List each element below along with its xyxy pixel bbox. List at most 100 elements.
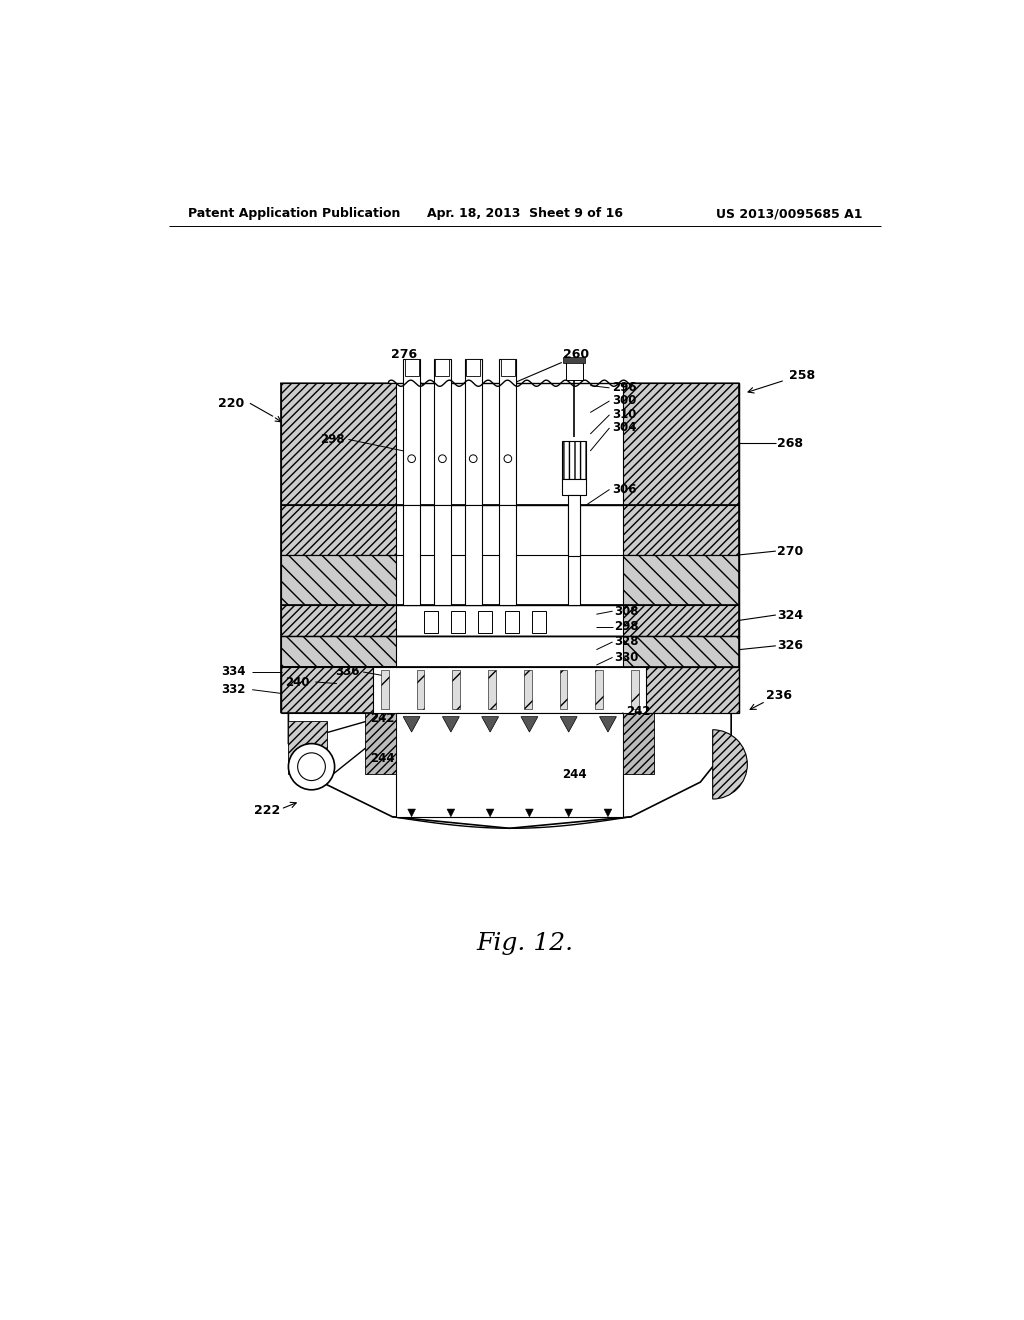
Polygon shape xyxy=(481,717,499,733)
Polygon shape xyxy=(521,717,538,733)
Text: Apr. 18, 2013  Sheet 9 of 16: Apr. 18, 2013 Sheet 9 of 16 xyxy=(427,207,623,220)
Bar xyxy=(624,506,739,554)
Text: 268: 268 xyxy=(777,437,804,450)
Text: 260: 260 xyxy=(562,348,589,362)
Polygon shape xyxy=(604,809,611,817)
Text: Patent Application Publication: Patent Application Publication xyxy=(188,207,400,220)
Text: 220: 220 xyxy=(218,397,245,409)
Polygon shape xyxy=(289,713,731,829)
Bar xyxy=(434,506,451,605)
Bar xyxy=(505,611,518,632)
Bar xyxy=(373,667,646,713)
Polygon shape xyxy=(624,667,739,713)
Text: 298: 298 xyxy=(614,620,639,634)
Bar xyxy=(396,713,624,817)
Text: 242: 242 xyxy=(626,705,650,718)
Bar xyxy=(451,611,465,632)
Polygon shape xyxy=(281,667,396,713)
Wedge shape xyxy=(713,730,748,799)
Bar xyxy=(624,713,654,775)
Bar xyxy=(403,506,420,605)
Bar xyxy=(488,671,496,709)
Bar xyxy=(453,671,460,709)
Bar xyxy=(562,441,587,479)
Bar xyxy=(563,358,585,363)
Bar xyxy=(624,554,739,605)
Bar xyxy=(531,611,546,632)
Bar xyxy=(568,495,581,557)
Text: 236: 236 xyxy=(766,689,792,702)
Text: Fig. 12.: Fig. 12. xyxy=(476,932,573,956)
Polygon shape xyxy=(486,809,494,817)
Bar xyxy=(281,506,396,554)
Bar xyxy=(417,671,424,709)
Bar xyxy=(281,383,739,504)
Polygon shape xyxy=(599,717,616,733)
Text: 258: 258 xyxy=(788,370,815,381)
Bar xyxy=(281,383,396,504)
Bar xyxy=(565,359,583,380)
Polygon shape xyxy=(560,717,578,733)
Bar xyxy=(595,671,603,709)
Bar xyxy=(559,671,567,709)
Polygon shape xyxy=(525,809,534,817)
Bar xyxy=(478,611,492,632)
Text: 276: 276 xyxy=(391,348,417,362)
Text: 328: 328 xyxy=(614,635,639,648)
Bar xyxy=(404,359,419,376)
Text: 306: 306 xyxy=(611,483,636,496)
Polygon shape xyxy=(565,809,572,817)
Text: 222: 222 xyxy=(254,804,281,817)
Circle shape xyxy=(289,743,335,789)
Bar xyxy=(381,671,388,709)
Text: 304: 304 xyxy=(611,421,636,434)
Bar xyxy=(501,359,515,376)
Text: 326: 326 xyxy=(777,639,804,652)
Text: 270: 270 xyxy=(777,545,804,557)
Bar xyxy=(289,721,327,775)
Text: 324: 324 xyxy=(777,609,804,622)
Bar xyxy=(465,506,481,605)
Bar xyxy=(281,605,396,636)
Bar xyxy=(281,605,739,636)
Polygon shape xyxy=(403,717,420,733)
Polygon shape xyxy=(408,809,416,817)
Text: 310: 310 xyxy=(611,408,636,421)
Bar xyxy=(624,383,739,504)
Bar xyxy=(424,611,438,632)
Text: 300: 300 xyxy=(611,395,636,408)
Bar xyxy=(465,359,481,506)
Bar xyxy=(624,605,739,636)
Text: 244: 244 xyxy=(370,752,394,766)
Polygon shape xyxy=(289,713,396,781)
Polygon shape xyxy=(442,717,460,733)
Bar xyxy=(524,671,531,709)
Bar xyxy=(281,636,739,667)
Bar xyxy=(562,479,587,495)
Bar xyxy=(281,506,739,605)
Text: 330: 330 xyxy=(614,651,639,664)
Bar xyxy=(624,636,739,667)
Text: 296: 296 xyxy=(611,381,637,395)
Text: 308: 308 xyxy=(614,605,639,618)
Text: 244: 244 xyxy=(562,768,587,781)
Text: US 2013/0095685 A1: US 2013/0095685 A1 xyxy=(716,207,862,220)
Bar xyxy=(500,506,516,605)
Bar xyxy=(403,359,420,506)
Bar xyxy=(435,359,450,376)
Text: 334: 334 xyxy=(221,665,246,678)
Bar xyxy=(281,636,396,667)
Bar xyxy=(281,554,396,605)
Polygon shape xyxy=(447,809,455,817)
Bar xyxy=(366,713,396,775)
Bar xyxy=(500,359,516,506)
Bar xyxy=(434,359,451,506)
Text: 332: 332 xyxy=(221,684,246,696)
Bar xyxy=(568,506,581,605)
Text: 336: 336 xyxy=(336,665,360,678)
Text: 242: 242 xyxy=(370,713,394,726)
Bar xyxy=(466,359,480,376)
Text: 298: 298 xyxy=(319,433,345,446)
Bar xyxy=(631,671,639,709)
Text: 240: 240 xyxy=(286,676,310,689)
